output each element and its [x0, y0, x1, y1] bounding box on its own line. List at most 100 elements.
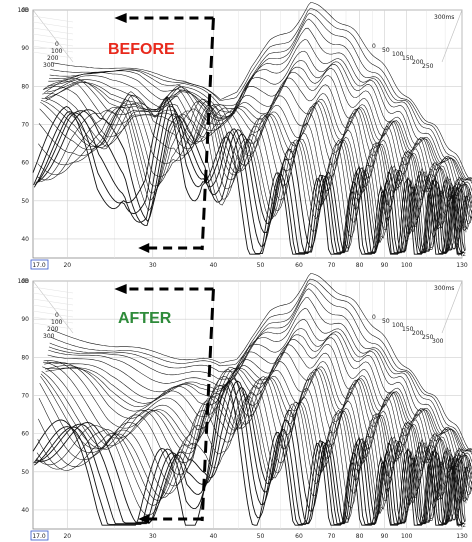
- waterfall-slice: [35, 109, 466, 252]
- arrow-top-head: [114, 13, 127, 23]
- left-time-label: 100: [51, 319, 63, 326]
- frame-diag-minor: [32, 45, 74, 53]
- x-start-box: [30, 530, 49, 541]
- y-tick-label: 90: [21, 45, 29, 52]
- x-tick-label: 100: [401, 533, 413, 540]
- waterfall-slice: [36, 107, 467, 250]
- waterfall-slice: [42, 361, 472, 501]
- right-time-label: 150: [402, 55, 414, 62]
- right-time-label: 150: [402, 326, 414, 333]
- right-time-label: 0: [372, 43, 376, 50]
- x-tick-label: 60: [295, 262, 303, 269]
- waterfall-slice: [36, 393, 466, 522]
- x-tick-label: 70: [328, 533, 336, 540]
- waterfall-slice: [47, 38, 472, 192]
- y-tick-label: 70: [21, 121, 29, 128]
- time-unit-label: 300ms: [434, 14, 454, 21]
- frame-diag-minor: [32, 322, 74, 330]
- right-time-label: 100: [392, 322, 404, 329]
- x-tick-label: 30: [149, 533, 157, 540]
- frame-diag: [32, 280, 74, 334]
- x-tick-label: 130: [456, 262, 468, 269]
- frame-diag-minor: [32, 15, 74, 23]
- waterfall-slice: [46, 328, 472, 476]
- waterfall-slice: [47, 307, 472, 463]
- plot-area: [32, 9, 463, 259]
- frame-diag-minor: [32, 298, 74, 306]
- waterfall-slice: [42, 86, 472, 230]
- right-time-label: 300: [432, 338, 444, 345]
- y-tick-label: 50: [21, 469, 29, 476]
- x-tick-label: 80: [356, 262, 364, 269]
- x-tick-label: 100: [401, 262, 413, 269]
- waterfall-slice: [45, 334, 472, 480]
- chart-after: 20 30 40 50 60 70 80 90 100 130 100 90 80 70 60 50 40 dB H…: [0, 271, 472, 542]
- waterfall-slice: [44, 339, 472, 484]
- frame-diag: [32, 9, 74, 63]
- arrow-dashed-vertical: [200, 17, 215, 251]
- left-time-label: 0: [55, 312, 59, 319]
- y-tick-label: 100: [18, 278, 30, 285]
- waterfall-slice: [50, 273, 472, 452]
- waterfall-slice: [40, 94, 471, 230]
- waterfall-slice: [45, 66, 472, 209]
- frame-diag-minor: [32, 33, 74, 41]
- y-tick-label: 40: [21, 507, 29, 514]
- x-tick-label: 70: [328, 262, 336, 269]
- x-tick-label: 40: [210, 262, 218, 269]
- chart-title: AFTER: [118, 310, 172, 327]
- waterfall-slice: [38, 100, 469, 249]
- waterfall-slice: [50, 278, 472, 452]
- x-tick-label: 20: [63, 533, 71, 540]
- frame-diag-minor: [32, 21, 74, 29]
- y-tick-label: 90: [21, 316, 29, 323]
- frame-diag: [441, 9, 463, 63]
- waterfall-slice: [34, 378, 464, 525]
- time-unit-label: 300ms: [434, 285, 454, 292]
- left-time-label: 100: [51, 48, 63, 55]
- waterfall-slice: [41, 368, 471, 502]
- waterfall-slice: [32, 384, 462, 526]
- left-time-label: 0: [55, 41, 59, 48]
- left-time-label: 300: [43, 333, 55, 340]
- x-tick-label: 50: [257, 262, 265, 269]
- waterfall-slice: [34, 380, 464, 524]
- waterfall-slice: [34, 110, 464, 253]
- y-tick-label: 60: [21, 160, 29, 167]
- waterfall-slice: [48, 288, 472, 451]
- y-tick-label: 100: [18, 7, 30, 14]
- chart-after-svg: 20 30 40 50 60 70 80 90 100 130100908070605040dBH…: [18, 273, 472, 541]
- waterfall-slice: [46, 50, 472, 200]
- right-time-label: 200: [412, 330, 424, 337]
- frame-diag-minor: [32, 316, 74, 324]
- chart-title: BEFORE: [108, 41, 175, 58]
- waterfall-slice: [49, 12, 472, 181]
- chart-before: 20 30 40 50 60 70 80 90 100 130 100 90 80 70 60 50 40 dB H…: [18, 2, 472, 270]
- waterfall-slice: [33, 96, 463, 254]
- left-time-label: 300: [43, 62, 55, 69]
- y-tick-label: 80: [21, 83, 29, 90]
- waterfall-slice: [35, 387, 466, 523]
- x-tick-label: 80: [356, 533, 364, 540]
- x-start-label: 17.0: [32, 262, 46, 269]
- waterfall-slice: [33, 380, 463, 525]
- waterfall-slice: [44, 71, 472, 213]
- waterfall-slice: [48, 27, 472, 184]
- chart-before-svg: 20 30 40 50 60 70 80 90 100 130100908070605040dBH…: [18, 2, 472, 270]
- frame-diag-minor: [32, 286, 74, 294]
- waterfall-slice: [33, 105, 464, 254]
- waterfall-slice: [36, 395, 467, 521]
- right-time-label: 100: [392, 51, 404, 58]
- y-tick-label: 80: [21, 354, 29, 361]
- right-time-label: 250: [422, 334, 434, 341]
- right-time-label: 250: [422, 63, 434, 70]
- waterfall-slice: [48, 297, 472, 455]
- x-tick-label: 20: [63, 262, 71, 269]
- right-time-label: 0: [372, 314, 376, 321]
- right-time-label: 50: [382, 47, 390, 54]
- waterfall-slice: [41, 97, 471, 231]
- waterfall-slice: [46, 319, 472, 471]
- y-unit-label: dB: [21, 278, 29, 285]
- x-tick-label: 30: [149, 262, 157, 269]
- x-start-box: [30, 259, 49, 270]
